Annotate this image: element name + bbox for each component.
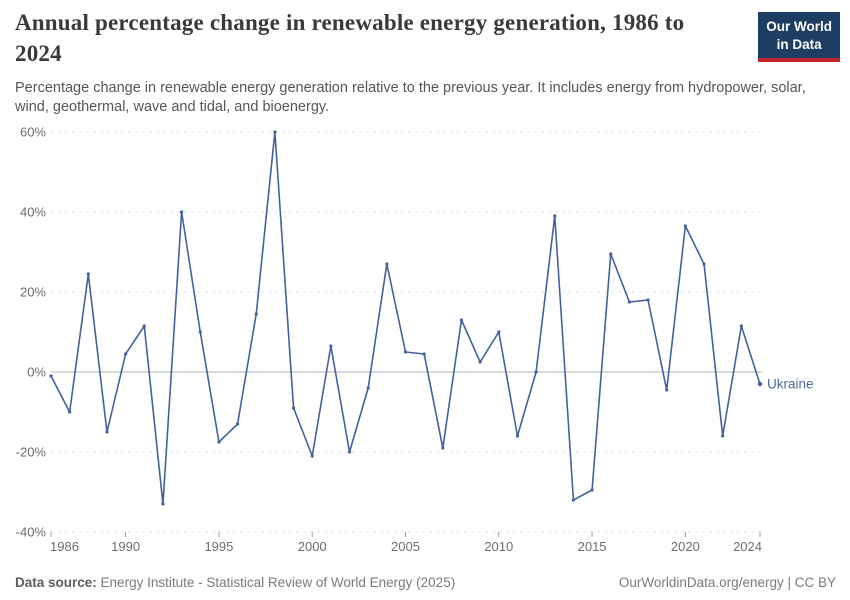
data-point — [254, 312, 258, 316]
y-tick-label: 60% — [20, 125, 46, 140]
x-tick-label: 1986 — [50, 539, 79, 554]
data-point — [441, 446, 445, 450]
entity-label-ukraine[interactable]: Ukraine — [767, 377, 814, 392]
data-point — [534, 370, 538, 374]
y-tick-label: 0% — [27, 365, 46, 380]
data-point — [739, 324, 743, 328]
y-tick-label: 20% — [20, 285, 46, 300]
x-tick-label: 2010 — [484, 539, 513, 554]
data-line-ukraine — [50, 131, 761, 505]
data-source: Data source: Energy Institute - Statisti… — [15, 575, 455, 590]
credit-link[interactable]: OurWorldinData.org/energy | CC BY — [618, 575, 836, 590]
data-point — [702, 262, 706, 266]
data-point — [124, 352, 128, 356]
data-point — [142, 324, 146, 328]
data-point — [180, 210, 184, 214]
data-point — [310, 454, 314, 458]
data-point — [646, 298, 650, 302]
x-tick-label: 2024 — [733, 539, 762, 554]
data-point — [757, 381, 763, 387]
data-point — [291, 406, 296, 410]
data-point — [422, 352, 426, 356]
chart-subtitle: Percentage change in renewable energy ge… — [15, 79, 806, 116]
data-point — [105, 430, 109, 434]
data-point — [217, 440, 221, 444]
x-tick-label: 1995 — [204, 539, 233, 554]
data-point — [366, 386, 370, 390]
data-point — [385, 262, 389, 266]
data-point — [609, 252, 613, 256]
page-title: Annual percentage change in renewable en… — [15, 10, 685, 66]
x-tick-label: 1990 — [111, 539, 140, 554]
x-tick-label: 2005 — [391, 539, 420, 554]
data-point — [459, 318, 464, 322]
data-point — [571, 498, 576, 502]
x-tick-label: 2020 — [671, 539, 700, 554]
data-point — [553, 214, 557, 218]
data-point — [273, 130, 277, 134]
data-point — [49, 374, 53, 378]
data-point — [161, 502, 165, 506]
y-tick-label: -20% — [16, 445, 47, 460]
owid-logo[interactable]: Our World in Data — [758, 12, 840, 63]
x-tick-label: 2000 — [298, 539, 327, 554]
data-point — [86, 272, 90, 276]
owid-logo-line2: in Data — [776, 36, 822, 52]
data-point — [235, 422, 240, 426]
data-point — [497, 330, 501, 334]
data-point — [590, 488, 594, 492]
x-tick-label: 2015 — [578, 539, 607, 554]
data-source-value: Energy Institute - Statistical Review of… — [100, 575, 456, 590]
data-point — [627, 300, 631, 304]
y-tick-label: -40% — [16, 525, 47, 540]
data-point — [478, 360, 482, 364]
chart-footer: Data source: Energy Institute - Statisti… — [15, 575, 836, 590]
data-point — [329, 344, 333, 348]
data-point — [198, 330, 202, 334]
data-source-label: Data source: — [15, 575, 97, 590]
data-point — [665, 388, 669, 392]
data-point — [347, 450, 352, 454]
y-tick-label: 40% — [20, 205, 46, 220]
data-point — [403, 350, 408, 354]
data-point — [721, 434, 725, 438]
data-point — [68, 410, 72, 414]
data-point — [515, 434, 520, 438]
data-point — [683, 224, 687, 228]
owid-logo-line1: Our World — [766, 19, 832, 34]
chart-header: Annual percentage change in renewable en… — [15, 8, 835, 118]
